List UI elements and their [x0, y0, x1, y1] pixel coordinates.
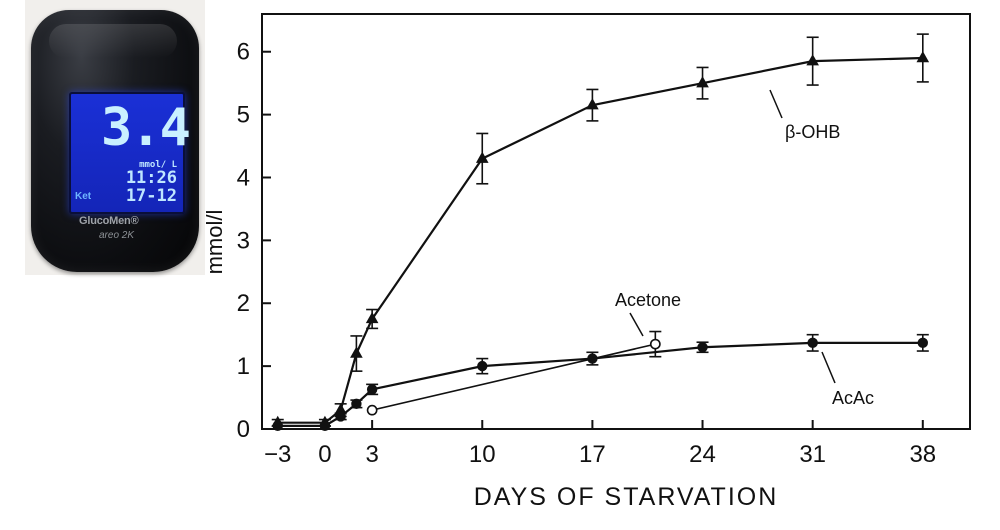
data-point-acac: [917, 337, 928, 349]
x-tick-label: −3: [264, 441, 291, 468]
data-point-bohb: [586, 98, 599, 110]
y-axis: 0 1 2 3 4 5 6: [237, 39, 271, 443]
data-point-bohb: [350, 346, 363, 358]
x-tick-label: 3: [365, 441, 378, 468]
x-tick-label: 10: [469, 441, 496, 468]
data-point-acac: [477, 360, 488, 372]
meter-time: 11:26: [125, 168, 177, 188]
series-line-bohb: [277, 56, 923, 424]
y-tick-label: 3: [237, 227, 250, 254]
data-point-acac: [366, 384, 378, 395]
data-point-bohb: [365, 311, 379, 324]
x-tick-label: 24: [689, 441, 716, 468]
callout-acac: [821, 351, 836, 384]
x-tick-label: 17: [579, 441, 606, 468]
series-label-acetone: Acetone: [615, 290, 681, 310]
meter-reading: 3.4: [101, 98, 191, 158]
data-point-acac: [351, 398, 362, 410]
series-line-acetone: [371, 343, 656, 411]
x-tick-label: 0: [318, 441, 331, 468]
data-point-acac: [335, 411, 346, 422]
y-tick-label: 1: [237, 353, 250, 380]
x-tick-label: 38: [909, 441, 936, 468]
x-axis: −3 0 3 10 17 24 31 38: [264, 420, 936, 468]
callout-bohb: [769, 89, 783, 119]
data-point-bohb: [475, 151, 489, 163]
data-point-acetone: [366, 404, 378, 416]
y-axis-title: mmol/l: [202, 210, 227, 275]
plot-frame: [261, 13, 971, 430]
meter-body: 3.4 mmol/ L 11:26 17-12 Ket GlucoMen® ar…: [31, 10, 199, 272]
meter-photo: 3.4 mmol/ L 11:26 17-12 Ket GlucoMen® ar…: [25, 0, 205, 275]
meter-model: areo 2K: [99, 230, 135, 241]
series-label-bohb: β-OHB: [785, 122, 840, 142]
y-tick-label: 0: [237, 416, 250, 443]
meter-mode: Ket: [75, 191, 92, 202]
data-point-acetone: [649, 338, 661, 350]
series-line-acac: [277, 341, 923, 427]
data-point-bohb: [916, 51, 930, 63]
meter-screen: 3.4 mmol/ L 11:26 17-12 Ket: [69, 92, 191, 214]
data-point-acac: [697, 342, 708, 353]
data-point-acac: [319, 420, 331, 432]
callout-acetone: [629, 312, 644, 337]
meter-brand: GlucoMen®: [79, 215, 139, 227]
data-point-bohb: [696, 76, 709, 88]
series-label-acac: AcAc: [832, 388, 874, 408]
meter-gloss: [49, 24, 177, 58]
y-tick-label: 2: [237, 290, 250, 317]
series-layer: [271, 33, 930, 432]
x-tick-label: 31: [799, 441, 826, 468]
meter-date: 17-12: [125, 186, 177, 206]
x-axis-title: DAYS OF STARVATION: [474, 483, 779, 511]
data-point-acac: [807, 337, 818, 349]
y-tick-label: 6: [237, 39, 250, 66]
meter-unit: mmol/ L: [139, 160, 177, 170]
data-point-acac: [272, 420, 283, 432]
y-tick-label: 4: [237, 164, 250, 191]
data-point-bohb: [334, 403, 347, 415]
data-point-bohb: [806, 54, 819, 66]
y-tick-label: 5: [237, 102, 250, 129]
